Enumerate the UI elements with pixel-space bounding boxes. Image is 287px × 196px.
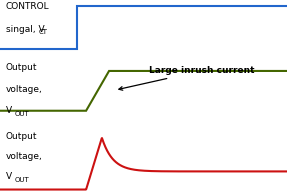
Text: V: V: [6, 106, 12, 115]
Text: singal, V: singal, V: [6, 25, 44, 34]
Text: Large inrush current: Large inrush current: [119, 66, 255, 90]
Text: voltage,: voltage,: [6, 85, 42, 94]
Text: OUT: OUT: [14, 177, 29, 183]
Text: OUT: OUT: [14, 111, 29, 117]
Text: CT: CT: [39, 29, 48, 35]
Text: Output: Output: [6, 64, 37, 72]
Text: Output: Output: [6, 132, 37, 141]
Text: voltage,: voltage,: [6, 152, 42, 161]
Text: V: V: [6, 172, 12, 181]
Text: CONTROL: CONTROL: [6, 2, 49, 11]
